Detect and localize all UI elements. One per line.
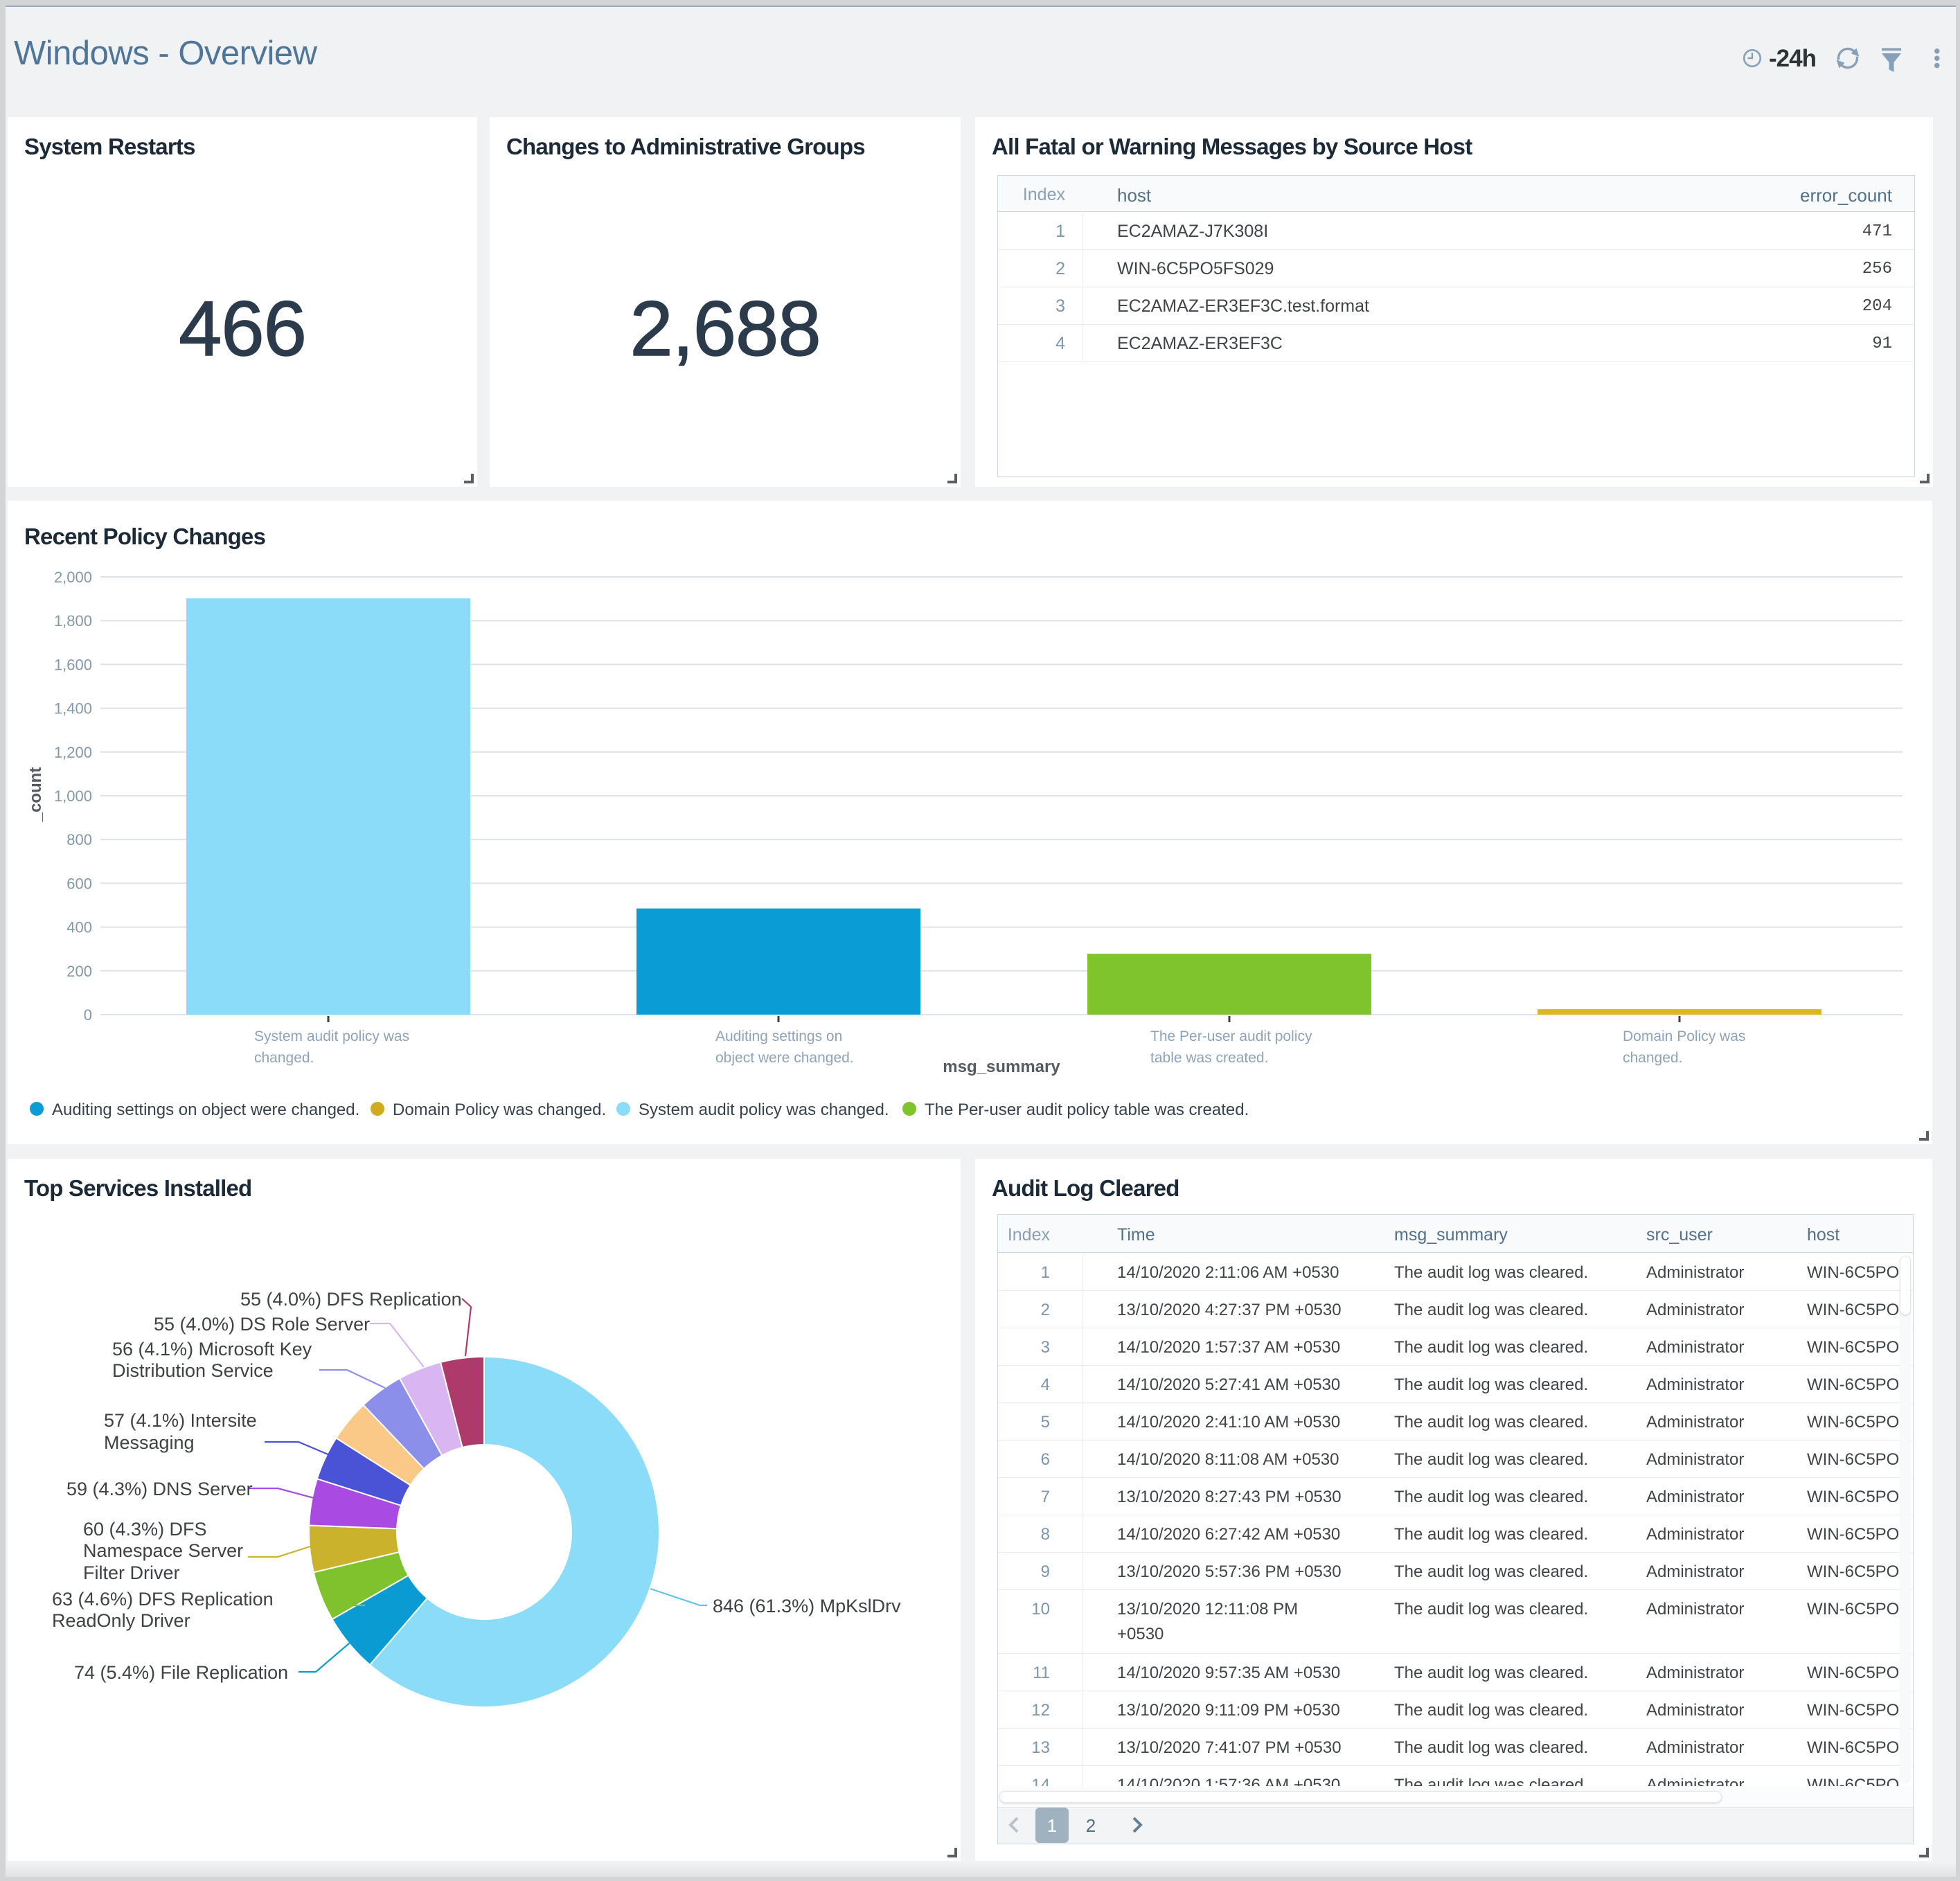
svg-text:74 (5.4%) File Replication: 74 (5.4%) File Replication (74, 1662, 288, 1683)
svg-text:200: 200 (66, 963, 92, 980)
svg-text:2,000: 2,000 (54, 569, 92, 586)
svg-text:1,400: 1,400 (54, 700, 92, 717)
svg-text:59 (4.3%) DNS Server: 59 (4.3%) DNS Server (66, 1479, 253, 1499)
svg-text:changed.: changed. (1623, 1050, 1682, 1066)
svg-text:Domain Policy was: Domain Policy was (1623, 1028, 1745, 1044)
svg-text:ReadOnly Driver: ReadOnly Driver (52, 1610, 190, 1631)
svg-text:1,600: 1,600 (54, 656, 92, 673)
svg-text:Domain Policy was changed.: Domain Policy was changed. (393, 1100, 606, 1119)
svg-text:System audit policy was change: System audit policy was changed. (639, 1100, 889, 1119)
svg-text:The Per-user audit policy tabl: The Per-user audit policy table was crea… (925, 1100, 1249, 1119)
svg-text:55 (4.0%) DS Role Server: 55 (4.0%) DS Role Server (154, 1314, 370, 1335)
svg-text:object were changed.: object were changed. (715, 1050, 854, 1066)
svg-text:-24h: -24h (1769, 45, 1816, 72)
svg-text:Messaging: Messaging (104, 1432, 195, 1453)
svg-text:1: 1 (1047, 1815, 1057, 1836)
svg-text:Distribution Service: Distribution Service (112, 1360, 274, 1381)
svg-text:The Per-user audit policy: The Per-user audit policy (1150, 1028, 1312, 1044)
svg-text:System audit policy was: System audit policy was (254, 1028, 409, 1044)
svg-text:1,200: 1,200 (54, 744, 92, 761)
svg-text:1,000: 1,000 (54, 787, 92, 805)
svg-text:800: 800 (66, 831, 92, 848)
svg-text:600: 600 (66, 875, 92, 892)
svg-text:Namespace Server: Namespace Server (83, 1540, 243, 1561)
svg-text:63 (4.6%) DFS Replication: 63 (4.6%) DFS Replication (52, 1589, 274, 1610)
svg-text:55 (4.0%) DFS Replication: 55 (4.0%) DFS Replication (240, 1289, 462, 1310)
svg-text:2: 2 (1086, 1815, 1096, 1836)
svg-text:400: 400 (66, 919, 92, 936)
svg-text:56 (4.1%) Microsoft Key: 56 (4.1%) Microsoft Key (112, 1339, 312, 1360)
svg-text:1,800: 1,800 (54, 612, 92, 630)
svg-text:changed.: changed. (254, 1050, 314, 1066)
svg-text:Filter Driver: Filter Driver (83, 1562, 180, 1583)
svg-text:57 (4.1%) Intersite: 57 (4.1%) Intersite (104, 1410, 257, 1431)
svg-text:60 (4.3%) DFS: 60 (4.3%) DFS (83, 1519, 207, 1540)
svg-text:msg_summary: msg_summary (943, 1058, 1060, 1076)
svg-text:846 (61.3%) MpKslDrv: 846 (61.3%) MpKslDrv (713, 1596, 901, 1616)
svg-text:Auditing settings on: Auditing settings on (715, 1028, 842, 1044)
svg-text:_count: _count (26, 767, 45, 823)
svg-text:0: 0 (84, 1006, 92, 1024)
svg-text:Auditing settings on object we: Auditing settings on object were changed… (52, 1100, 359, 1119)
svg-text:table was created.: table was created. (1150, 1050, 1268, 1066)
